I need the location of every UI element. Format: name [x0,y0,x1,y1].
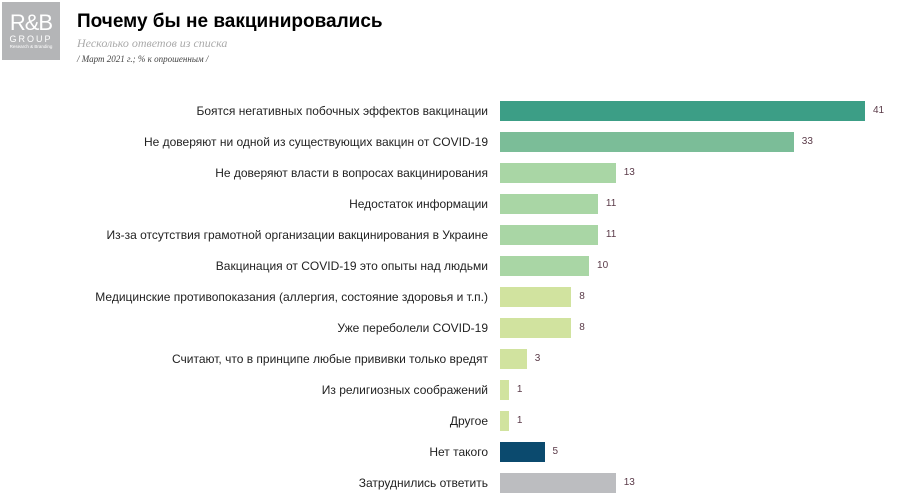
bar-row: Считают, что в принципе любые прививки т… [0,349,900,369]
bar [500,256,590,276]
value-label: 11 [605,198,617,209]
bar [500,442,545,462]
bar-row: Боятся негативных побочных эффектов вакц… [0,101,900,121]
bar-row: Не доверяют власти в вопросах вакциниров… [0,163,900,183]
bar-row: Затруднились ответить 13 [0,473,900,493]
bar [500,318,572,338]
bar-row: Нет такого 5 [0,442,900,462]
bar [500,225,598,245]
category-label: Не доверяют ни одной из существующих вак… [143,135,488,149]
category-label: Не доверяют власти в вопросах вакциниров… [215,166,488,180]
category-label: Из религиозных соображений [321,383,488,397]
bar [500,194,598,214]
category-label: Боятся негативных побочных эффектов вакц… [196,104,488,118]
category-label: Уже переболели COVID-19 [337,321,488,335]
page-title: Почему бы не вакцинировались [77,11,383,32]
bar [500,163,616,183]
category-label: Медицинские противопоказания (аллергия, … [95,290,488,304]
category-label: Нет такого [429,445,488,459]
value-label: 13 [623,167,635,178]
value-label: 5 [552,446,559,457]
value-label: 11 [605,229,617,240]
category-label: Вакцинация от COVID-19 это опыты над люд… [215,259,488,273]
bar-row: Вакцинация от COVID-19 это опыты над люд… [0,256,900,276]
bar-row: Из-за отсутствия грамотной организации в… [0,225,900,245]
bar-row: Не доверяют ни одной из существующих вак… [0,132,900,152]
logo: R&B GROUP Research & Branding [2,2,60,60]
category-label: Из-за отсутствия грамотной организации в… [106,228,488,242]
value-label: 8 [579,322,585,333]
subtitle: Несколько ответов из списка [77,36,228,50]
value-label: 33 [801,136,813,147]
logo-main: R&B [9,10,53,35]
bar [500,380,509,400]
value-label: 1 [516,415,523,426]
note: / Март 2021 г.; % к опрошенным / [77,54,209,64]
bar-row: Из религиозных соображений 1 [0,380,900,400]
logo-tagline: Research & Branding [9,44,53,49]
bar [500,411,509,431]
bar-row: Недостаток информации 11 [0,194,900,214]
bar [500,132,794,152]
bar-row: Другое 1 [0,411,900,431]
value-label: 10 [597,260,609,271]
category-label: Считают, что в принципе любые прививки т… [171,352,488,366]
value-label: 41 [873,105,885,116]
category-label: Затруднились ответить [358,476,488,490]
value-label: 13 [623,477,635,488]
bar [500,473,616,493]
bar [500,287,572,307]
category-label: Недостаток информации [349,197,488,211]
bar [500,101,865,121]
value-label: 1 [516,384,523,395]
category-label: Другое [449,414,488,428]
logo-group: GROUP [9,34,53,44]
value-label: 8 [579,291,585,302]
bar-row: Медицинские противопоказания (аллергия, … [0,287,900,307]
bar [500,349,527,369]
value-label: 3 [534,353,541,364]
bar-row: Уже переболели COVID-19 8 [0,318,900,338]
